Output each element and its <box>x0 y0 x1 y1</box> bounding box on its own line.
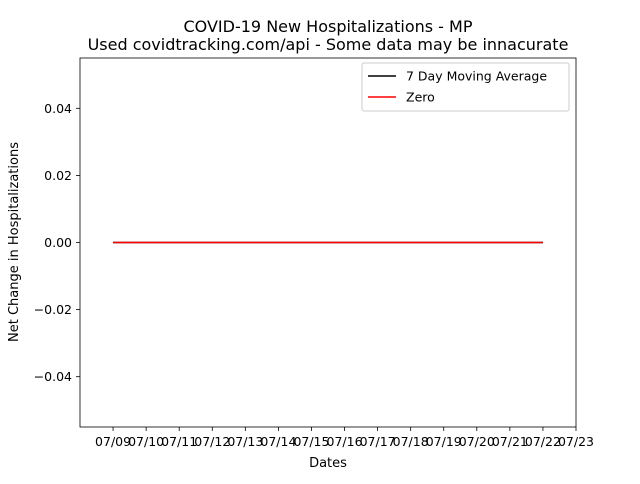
y-axis-label: Net Change in Hospitalizations <box>7 142 22 342</box>
x-tick-label: 07/22 <box>525 434 561 449</box>
y-tick-label: 0.04 <box>44 101 72 116</box>
x-tick-label: 07/17 <box>360 434 396 449</box>
x-tick-label: 07/20 <box>459 434 495 449</box>
x-tick-label: 07/14 <box>260 434 296 449</box>
x-tick-label: 07/09 <box>95 434 131 449</box>
x-tick-label: 07/11 <box>161 434 197 449</box>
x-tick-label: 07/19 <box>426 434 462 449</box>
legend-entry: 7 Day Moving Average <box>406 69 547 84</box>
y-tick-label: 0.02 <box>44 168 72 183</box>
legend-frame <box>361 62 570 112</box>
y-tick-label: 0.00 <box>44 235 72 250</box>
chart-title: COVID-19 New Hospitalizations - MP <box>184 17 473 36</box>
x-tick-label: 07/12 <box>194 434 230 449</box>
legend: 7 Day Moving Average Zero <box>361 62 570 112</box>
x-axis-label: Dates <box>309 456 347 471</box>
legend-entry: Zero <box>406 90 435 105</box>
x-tick-label: 07/18 <box>393 434 429 449</box>
x-tick-label: 07/15 <box>293 434 329 449</box>
x-tick-label: 07/10 <box>128 434 164 449</box>
x-tick-label: 07/21 <box>492 434 528 449</box>
y-tick-label: −0.04 <box>34 369 72 384</box>
x-tick-label: 07/16 <box>327 434 363 449</box>
chart-subtitle: Used covidtracking.com/api - Some data m… <box>88 35 569 54</box>
x-tick-label: 07/13 <box>227 434 263 449</box>
y-tick-label: −0.02 <box>34 302 72 317</box>
plot-area: 07/0907/1007/1107/1207/1307/1407/1507/16… <box>34 57 594 449</box>
x-tick-label: 07/23 <box>558 434 594 449</box>
